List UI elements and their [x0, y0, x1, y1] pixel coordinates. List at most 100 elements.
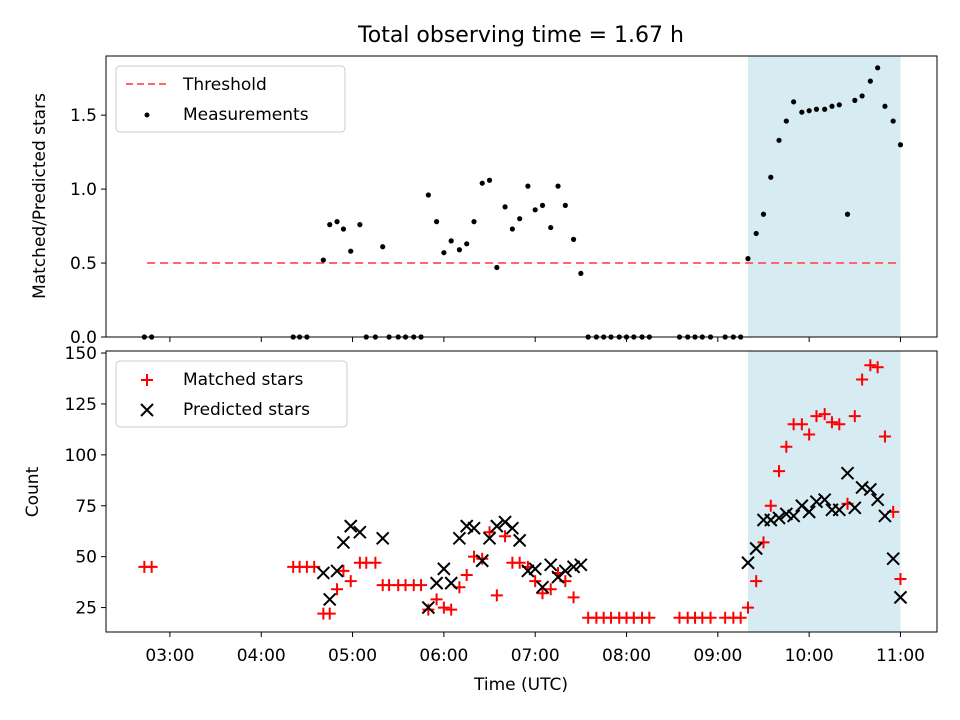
bottom-panel: 25 50 75 100 125 150 03:00 04:00 05:00 06:00 07:00…	[23, 344, 938, 695]
measurement-point	[464, 241, 470, 247]
measurement-point	[348, 248, 354, 254]
bottom-x-axis-label: Time (UTC)	[473, 675, 568, 695]
predicted-star-point	[528, 562, 542, 576]
predicted-star-point	[772, 511, 786, 525]
predicted-star-point	[353, 525, 367, 539]
top-plot-frame	[105, 55, 938, 338]
bottom-y-tick-label: 25	[75, 599, 97, 619]
matched-star-point	[344, 575, 357, 588]
measurement-point	[539, 202, 546, 208]
top-legend-threshold-label: Threshold	[182, 75, 267, 95]
bottom-highlight-span	[747, 351, 901, 632]
predicted-star-point	[429, 576, 444, 590]
predicted-star-point	[316, 566, 331, 580]
measurement-point	[890, 118, 896, 124]
measurement-point	[327, 222, 333, 228]
top-legend-measurements-label: Measurements	[183, 105, 309, 125]
predicted-star-point	[505, 521, 520, 535]
predicted-star-point	[336, 535, 351, 550]
bottom-legend-predicted-label: Predicted stars	[183, 400, 310, 420]
matched-star-point	[513, 556, 526, 569]
bottom-legend-matched-label: Matched stars	[183, 370, 303, 390]
predicted-star-point	[832, 503, 846, 517]
top-panel: 0.0 0.5 1.0 1.5 Matched/Predicted stars Thr…	[30, 55, 938, 348]
measurement-point	[357, 222, 363, 228]
matched-star-point	[499, 530, 512, 543]
bottom-x-tick-label: 03:00	[145, 646, 194, 666]
matched-star-point	[833, 418, 846, 431]
predicted-star-point	[809, 494, 824, 509]
measurement-point	[425, 192, 431, 198]
predicted-star-point	[490, 519, 504, 533]
bottom-x-tick-label: 07:00	[511, 646, 560, 666]
matched-star-point	[323, 607, 336, 620]
predicted-star-point	[870, 492, 885, 507]
matched-star-point	[795, 418, 808, 431]
measurement-point	[479, 180, 485, 186]
measurement-point	[829, 103, 835, 109]
predicted-star-point	[863, 482, 878, 497]
measurement-point	[882, 103, 888, 109]
predicted-star-point	[512, 533, 527, 548]
matched-star-point	[337, 564, 350, 577]
measurement-point	[578, 270, 584, 277]
matched-star-point	[894, 573, 907, 586]
matched-star-point	[369, 556, 382, 569]
measurement-point	[776, 137, 782, 143]
measurement-point	[340, 226, 347, 232]
bottom-plot-frame	[105, 350, 938, 633]
predicted-star-point	[878, 509, 892, 523]
measurement-point	[471, 219, 477, 225]
measurement-point	[859, 93, 865, 99]
bottom-x-tick-label: 04:00	[237, 646, 286, 666]
measurement-point	[768, 174, 774, 180]
bottom-y-tick-label: 150	[65, 344, 97, 364]
predicted-star-point	[558, 564, 573, 578]
predicted-star-point	[786, 509, 801, 523]
measurement-point	[334, 219, 340, 225]
matched-star-point	[490, 589, 503, 602]
matched-star-point	[764, 499, 777, 512]
matched-star-point	[871, 361, 884, 374]
measurement-point	[813, 106, 820, 112]
bottom-y-tick-label: 50	[75, 548, 97, 568]
matched-star-point	[773, 465, 786, 478]
measurement-point	[456, 247, 463, 253]
measurement-point	[783, 118, 789, 124]
predicted-star-point	[535, 580, 550, 594]
matched-star-point	[741, 601, 754, 614]
measurement-point	[852, 97, 858, 103]
matched-star-point	[734, 611, 747, 624]
matched-star-point	[818, 408, 831, 421]
predicted-star-point	[893, 590, 908, 605]
measurement-point	[555, 183, 561, 189]
matched-star-point	[483, 526, 496, 539]
bottom-legend-box	[115, 360, 348, 428]
bottom-y-tick-label: 75	[75, 497, 97, 517]
bottom-x-tick-label: 11:00	[876, 646, 925, 666]
matched-star-point	[825, 416, 838, 429]
top-y-axis-label: Matched/Predicted stars	[30, 93, 50, 299]
predicted-star-point	[444, 576, 458, 590]
measurement-point	[562, 202, 568, 208]
measurement-point	[753, 230, 759, 237]
predicted-star-point	[452, 531, 467, 546]
bottom-x-tick-label: 10:00	[785, 646, 834, 666]
measurement-point	[525, 183, 531, 189]
matched-star-point	[415, 579, 428, 592]
predicted-star-point	[421, 600, 436, 615]
predicted-star-point	[855, 480, 869, 495]
measurement-point	[380, 244, 386, 250]
predicted-star-point	[749, 541, 763, 556]
measurement-point	[760, 211, 767, 217]
measurement-point	[517, 216, 523, 222]
predicted-star-point	[344, 519, 358, 533]
matched-star-point	[567, 591, 580, 604]
measurement-point	[570, 236, 577, 242]
measurement-point	[867, 78, 873, 84]
matched-star-point	[145, 560, 158, 573]
measurement-point	[502, 204, 508, 210]
measurement-point	[822, 106, 828, 112]
predicted-star-point	[375, 531, 390, 546]
